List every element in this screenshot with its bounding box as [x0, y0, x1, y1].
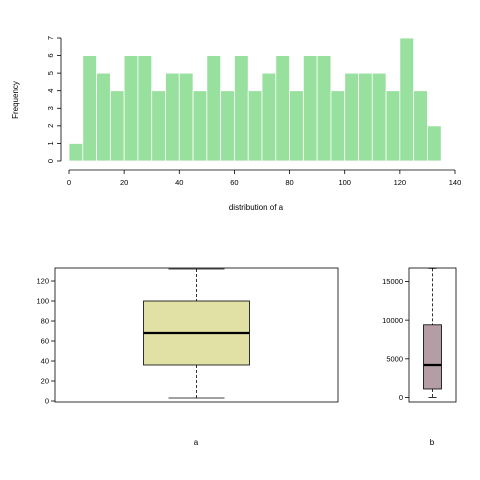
histogram-bar	[165, 72, 180, 162]
histogram-bar	[358, 72, 373, 162]
histogram-bar	[344, 72, 359, 162]
histogram-bar	[371, 72, 387, 162]
histogram-bar	[261, 72, 277, 162]
boxplot-b-marks	[423, 267, 442, 398]
histogram-y-tick-label: 5	[46, 71, 55, 75]
histogram-bar	[330, 90, 346, 162]
boxplot-b-x-axis-title: b	[430, 438, 435, 447]
histogram-y-tick-label: 4	[46, 89, 55, 93]
boxa-y-tick-label: 120	[36, 277, 49, 286]
boxa-y-tick-label: 20	[41, 377, 49, 386]
histogram-bar	[302, 55, 318, 162]
histogram-bar	[316, 55, 332, 162]
boxb-y-tick-label: 10000	[382, 316, 403, 325]
histogram-bar	[82, 55, 97, 162]
histogram-bar	[206, 55, 222, 162]
histogram-bar	[96, 72, 111, 162]
boxplot-b-y-ticks: 0 5000 10000 15000	[382, 277, 409, 402]
histogram-bar	[192, 90, 208, 162]
histogram-bar	[109, 90, 125, 162]
histogram-bar	[385, 90, 401, 162]
boxb-y-tick-label: 5000	[386, 355, 403, 364]
boxplot-a-frame	[54, 267, 339, 403]
histogram-bar	[123, 55, 139, 162]
histogram-x-tick-label: 0	[67, 178, 71, 187]
histogram-bar	[151, 90, 166, 162]
histogram-panel: 0 20 40 60 80 100 120 140 0 1 2 3 4 5 6 7 distribution…	[11, 36, 461, 212]
boxplot-b-panel: 0 5000 10000 15000 b	[382, 267, 457, 447]
boxa-y-tick-label: 80	[41, 317, 49, 326]
boxb-y-tick-label: 0	[399, 393, 403, 402]
histogram-bars	[68, 37, 442, 162]
iqr-box	[423, 324, 442, 390]
boxa-y-tick-label: 0	[45, 397, 49, 406]
boxa-y-tick-label: 40	[41, 357, 49, 366]
boxplot-a-x-axis-title: a	[194, 438, 199, 447]
histogram-x-tick-label: 100	[338, 178, 351, 187]
boxplot-a-panel: 0 20 40 60 80 100 120 a	[36, 267, 339, 447]
histogram-x-tick-label: 60	[230, 178, 238, 187]
histogram-bar	[289, 90, 304, 162]
histogram-x-ticks: 0 20 40 60 80 100 120 140	[67, 170, 461, 187]
boxa-y-tick-label: 100	[36, 297, 49, 306]
histogram-bar	[275, 55, 290, 162]
histogram-y-ticks: 0 1 2 3 4 5 6 7	[46, 36, 61, 163]
histogram-bar	[427, 125, 442, 162]
histogram-y-tick-label: 0	[46, 159, 55, 163]
histogram-y-tick-label: 3	[46, 106, 55, 110]
histogram-x-tick-label: 140	[449, 178, 462, 187]
histogram-y-axis-title: Frequency	[11, 81, 20, 119]
histogram-bar	[413, 90, 428, 162]
boxb-y-tick-label: 15000	[382, 277, 403, 286]
histogram-x-tick-label: 40	[175, 178, 183, 187]
histogram-bar	[137, 55, 153, 162]
histogram-bar	[68, 143, 84, 162]
histogram-bar	[178, 72, 194, 162]
histogram-x-tick-label: 20	[120, 178, 128, 187]
boxa-y-tick-label: 60	[41, 337, 49, 346]
histogram-x-axis-title: distribution of a	[229, 203, 284, 212]
histogram-y-tick-label: 1	[46, 141, 55, 145]
histogram-y-tick-label: 7	[46, 36, 55, 40]
histogram-x-tick-label: 120	[394, 178, 407, 187]
histogram-bar	[220, 90, 235, 162]
histogram-bar	[247, 90, 263, 162]
histogram-y-tick-label: 6	[46, 53, 55, 57]
histogram-bar	[234, 55, 249, 162]
histogram-bar	[399, 37, 415, 162]
histogram-y-tick-label: 2	[46, 124, 55, 128]
boxplot-a-marks	[143, 268, 250, 399]
histogram-x-tick-label: 80	[285, 178, 293, 187]
boxplot-a-y-ticks: 0 20 40 60 80 100 120	[36, 277, 55, 406]
